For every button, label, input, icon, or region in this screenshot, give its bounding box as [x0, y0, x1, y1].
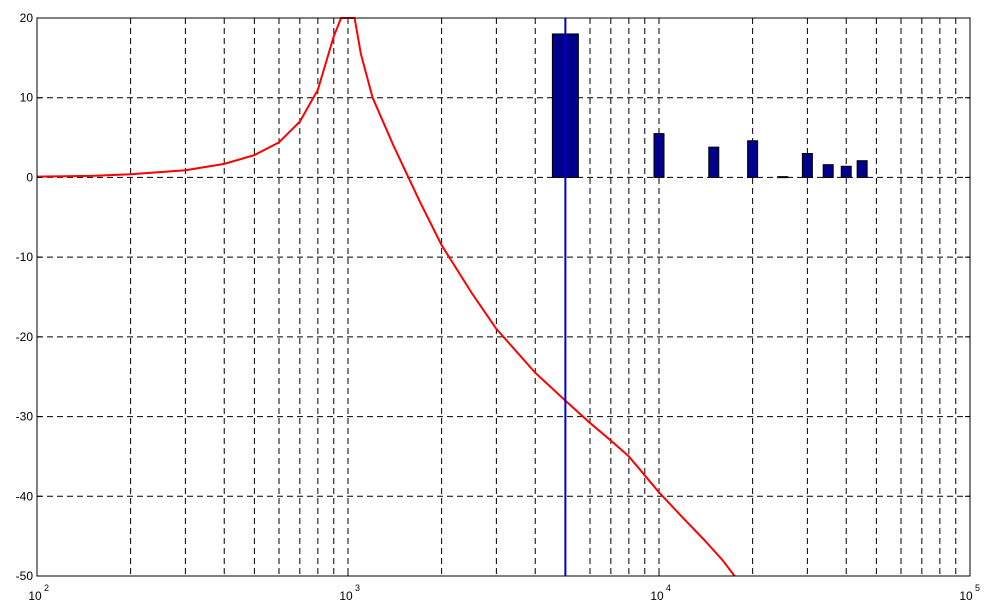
red-curve: [36, 17, 736, 577]
y-tick-label: 0: [26, 170, 33, 184]
x-tick-exponent: 3: [355, 583, 360, 593]
x-tick-label: 10: [339, 589, 353, 603]
bar: [653, 133, 665, 178]
y-tick-label: 10: [20, 91, 34, 105]
x-tick-label: 10: [959, 589, 973, 603]
bar: [708, 146, 720, 178]
line-series: [36, 17, 736, 577]
plot-frame: [36, 17, 971, 577]
bar: [777, 176, 789, 179]
x-tick-exponent: 2: [44, 583, 49, 593]
x-tick-label: 10: [28, 589, 42, 603]
grid: [37, 18, 970, 576]
y-tick-label: -30: [16, 410, 34, 424]
bar: [801, 153, 813, 178]
y-tick-label: -50: [16, 569, 34, 583]
bar: [822, 164, 834, 178]
plot-background: [37, 18, 970, 576]
y-tick-label: -40: [16, 489, 34, 503]
bar: [856, 160, 868, 178]
x-tick-exponent: 4: [666, 583, 671, 593]
y-axis-ticks: 20 10 0 -10 -20 -30 -40 -50: [16, 11, 970, 583]
y-tick-label: 20: [20, 11, 34, 25]
bar: [747, 140, 759, 178]
y-tick-label: -10: [16, 250, 34, 264]
bar: [840, 165, 852, 178]
x-tick-label: 10: [650, 589, 664, 603]
y-tick-label: -20: [16, 330, 34, 344]
x-tick-exponent: 5: [975, 583, 980, 593]
